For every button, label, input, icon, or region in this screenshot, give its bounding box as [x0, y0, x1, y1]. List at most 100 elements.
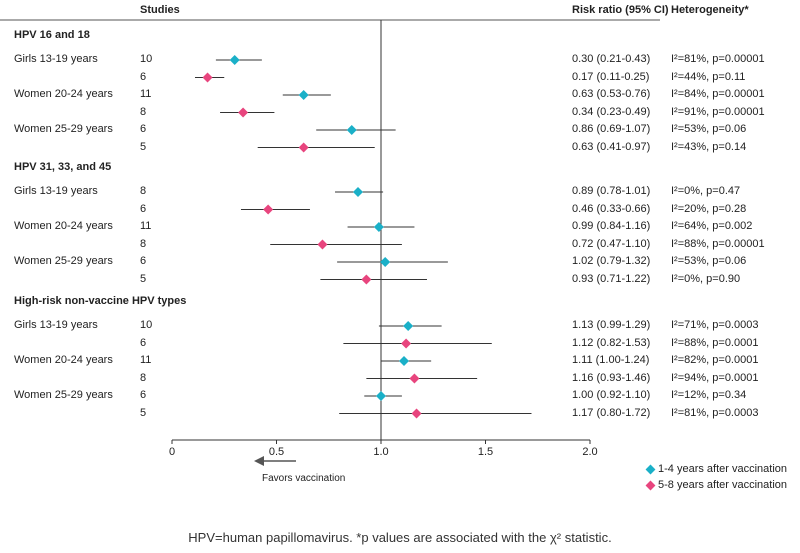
subgroup-label: Girls 13-19 years [14, 53, 98, 65]
header-heterogeneity: Heterogeneity* [671, 4, 749, 16]
study-count: 5 [140, 406, 147, 419]
point-estimate-diamond [409, 373, 420, 384]
risk-ratio-ci: 0.63 (0.53-0.76) [572, 88, 651, 100]
group-title: HPV 16 and 18 [14, 29, 90, 41]
study-count: 5 [140, 272, 147, 285]
point-estimate-diamond [238, 107, 249, 118]
point-estimate-diamond [361, 274, 372, 285]
point-estimate-diamond [317, 239, 328, 250]
diamond-icon [645, 464, 656, 474]
subgroup-label: Women 20-24 years [14, 88, 113, 100]
subgroup-label: Women 25-29 years [14, 389, 113, 401]
risk-ratio-ci: 0.17 (0.11-0.25) [572, 70, 650, 83]
heterogeneity: I²=71%, p=0.0003 [671, 319, 759, 331]
heterogeneity: I²=12%, p=0.34 [671, 389, 747, 401]
group-title: High-risk non-vaccine HPV types [14, 295, 187, 307]
arrow-left-icon [254, 456, 264, 466]
heterogeneity: I²=84%, p=0.00001 [671, 88, 765, 100]
study-count: 8 [140, 237, 147, 250]
risk-ratio-ci: 0.30 (0.21-0.43) [572, 53, 651, 65]
study-count: 5 [140, 140, 147, 153]
x-tick-label: 1.0 [373, 446, 389, 458]
x-tick-label: 0.5 [268, 446, 285, 458]
risk-ratio-ci: 0.86 (0.69-1.07) [572, 123, 651, 135]
heterogeneity: I²=81%, p=0.00001 [671, 53, 765, 65]
risk-ratio-ci: 0.72 (0.47-1.10) [572, 237, 651, 250]
study-count: 11 [140, 220, 152, 232]
point-estimate-diamond [298, 142, 309, 153]
diamond-icon [645, 480, 656, 490]
footnote: HPV=human papillomavirus. *p values are … [188, 530, 612, 545]
study-count: 6 [140, 70, 147, 83]
study-count: 11 [140, 354, 152, 366]
risk-ratio-ci: 1.02 (0.79-1.32) [572, 255, 651, 267]
x-tick-label: 0 [168, 446, 176, 458]
header-risk-ratio: Risk ratio (95% CI) [572, 4, 669, 16]
risk-ratio-ci: 1.16 (0.93-1.46) [572, 371, 651, 384]
heterogeneity: I²=53%, p=0.06 [671, 255, 747, 267]
study-count: 6 [140, 202, 147, 215]
x-tick-label: 2.0 [582, 446, 598, 458]
point-estimate-diamond [353, 187, 364, 197]
point-estimate-diamond [346, 125, 357, 135]
heterogeneity: I²=88%, p=0.0001 [671, 336, 759, 349]
subgroup-label: Women 25-29 years [14, 255, 113, 267]
heterogeneity: I²=0%, p=0.90 [671, 272, 741, 285]
point-estimate-diamond [398, 356, 409, 366]
legend-item-5-8-years: 5-8 years after vaccination [645, 479, 787, 491]
heterogeneity: I²=20%, p=0.28 [671, 202, 747, 215]
point-estimate-diamond [202, 72, 213, 83]
heterogeneity: I²=0%, p=0.47 [671, 185, 741, 197]
study-count: 8 [140, 105, 147, 118]
risk-ratio-ci: 0.89 (0.78-1.01) [572, 185, 651, 197]
heterogeneity: I²=43%, p=0.14 [671, 140, 747, 153]
risk-ratio-ci: 1.12 (0.82-1.53) [572, 336, 651, 349]
heterogeneity: I²=81%, p=0.0003 [671, 406, 759, 419]
heterogeneity: I²=64%, p=0.002 [671, 220, 753, 232]
risk-ratio-ci: 0.93 (0.71-1.22) [572, 272, 651, 285]
study-count: 6 [140, 389, 147, 401]
header-studies: Studies [140, 4, 180, 16]
study-count: 10 [140, 319, 153, 331]
subgroup-label: Girls 13-19 years [14, 319, 98, 331]
point-estimate-diamond [380, 257, 391, 267]
risk-ratio-ci: 0.34 (0.23-0.49) [572, 105, 651, 118]
point-estimate-diamond [376, 391, 386, 401]
risk-ratio-ci: 1.17 (0.80-1.72) [572, 406, 651, 419]
heterogeneity: I²=94%, p=0.0001 [671, 371, 759, 384]
risk-ratio-ci: 1.00 (0.92-1.10) [572, 389, 651, 401]
study-count: 11 [140, 88, 152, 100]
legend-item-1-4-years: 1-4 years after vaccination [645, 463, 787, 475]
heterogeneity: I²=53%, p=0.06 [671, 123, 747, 135]
subgroup-label: Women 20-24 years [14, 220, 113, 232]
direction-label: Favors vaccination [262, 473, 346, 484]
point-estimate-diamond [411, 408, 422, 419]
study-count: 8 [140, 185, 147, 197]
group-title: HPV 31, 33, and 45 [14, 161, 112, 173]
heterogeneity: I²=88%, p=0.00001 [671, 237, 765, 250]
point-estimate-diamond [229, 55, 240, 65]
point-estimate-diamond [373, 222, 384, 232]
subgroup-label: Girls 13-19 years [14, 185, 98, 197]
risk-ratio-ci: 1.11 (1.00-1.24) [572, 354, 650, 366]
study-count: 6 [140, 123, 147, 135]
subgroup-label: Women 20-24 years [14, 354, 113, 366]
point-estimate-diamond [403, 321, 414, 331]
study-count: 10 [140, 53, 153, 65]
study-count: 6 [140, 336, 147, 349]
risk-ratio-ci: 1.13 (0.99-1.29) [572, 319, 651, 331]
heterogeneity: I²=91%, p=0.00001 [671, 105, 765, 118]
x-tick-label: 1.5 [477, 446, 494, 458]
point-estimate-diamond [263, 204, 274, 215]
heterogeneity: I²=44%, p=0.11 [671, 70, 746, 83]
risk-ratio-ci: 0.63 (0.41-0.97) [572, 140, 651, 153]
point-estimate-diamond [298, 90, 309, 100]
risk-ratio-ci: 0.99 (0.84-1.16) [572, 220, 651, 232]
subgroup-label: Women 25-29 years [14, 123, 113, 135]
point-estimate-diamond [401, 338, 412, 349]
study-count: 8 [140, 371, 147, 384]
heterogeneity: I²=82%, p=0.0001 [671, 354, 759, 366]
risk-ratio-ci: 0.46 (0.33-0.66) [572, 202, 651, 215]
